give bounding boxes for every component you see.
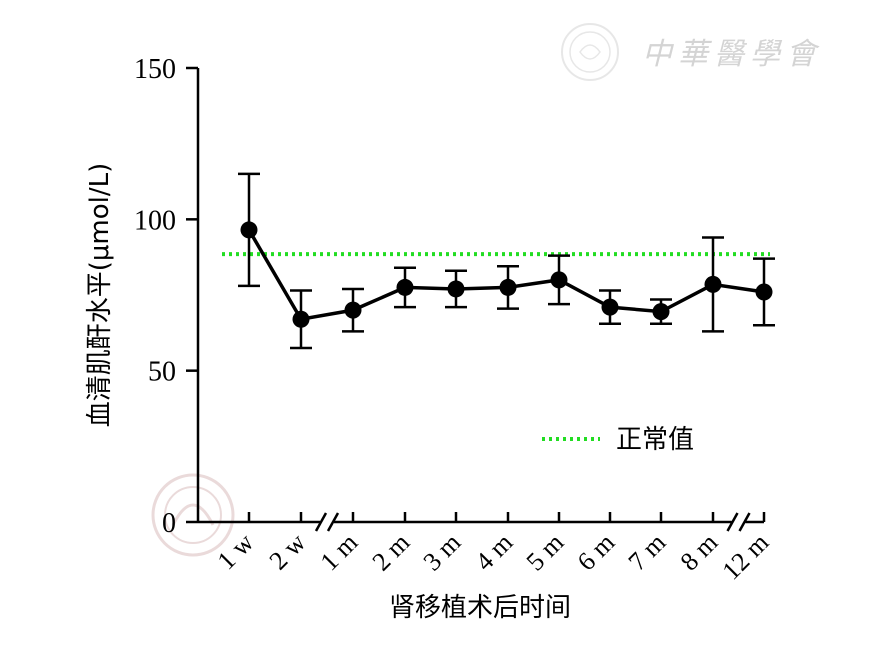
axis-break-slash	[726, 512, 739, 532]
data-point	[704, 275, 722, 293]
x-tick-label: 2 m	[367, 528, 416, 577]
watermark-text: 中華醫學會	[642, 37, 822, 72]
x-tick-label: 5 m	[521, 528, 570, 577]
x-tick-label: 2 w	[264, 528, 312, 576]
axis-break-slash	[326, 512, 340, 532]
axis-break-slash	[738, 512, 751, 532]
x-tick-label: 7 m	[623, 528, 672, 577]
x-axis-label: 肾移植术后时间	[389, 593, 571, 623]
data-point	[292, 310, 310, 328]
axis-break-gap	[731, 518, 746, 526]
data-point	[652, 303, 670, 321]
data-point	[240, 221, 258, 239]
series-layer	[238, 172, 775, 350]
x-tick-label: 3 m	[418, 528, 467, 577]
y-tick-label: 0	[162, 508, 176, 539]
data-point	[396, 278, 414, 296]
y-tick-label: 150	[134, 54, 176, 85]
axis-break-slash	[314, 512, 328, 532]
x-tick-label: 6 m	[572, 528, 621, 577]
x-tick-label: 1 m	[315, 528, 364, 577]
data-point	[344, 301, 362, 319]
legend: 正常值	[542, 425, 694, 455]
data-point	[550, 271, 568, 289]
watermark-emblem-icon	[151, 473, 235, 557]
data-point	[447, 280, 465, 298]
data-point	[755, 283, 773, 301]
series-line	[247, 229, 765, 322]
x-tick-label: 8 m	[675, 528, 724, 577]
data-point	[499, 278, 517, 296]
x-tick-label: 12 m	[716, 528, 774, 586]
watermark-seal-icon	[561, 23, 619, 81]
watermark: 中華醫學會	[151, 23, 822, 557]
y-tick-label: 50	[148, 357, 176, 388]
y-tick-label: 100	[134, 205, 176, 236]
axis-break-gap	[320, 518, 334, 526]
data-point	[601, 298, 619, 316]
x-tick-label: 1 w	[212, 528, 260, 576]
x-tick-label: 4 m	[470, 528, 519, 577]
legend-label: 正常值	[616, 425, 694, 455]
y-axis-label: 血清肌酐水平(μmol/L)	[85, 163, 115, 428]
